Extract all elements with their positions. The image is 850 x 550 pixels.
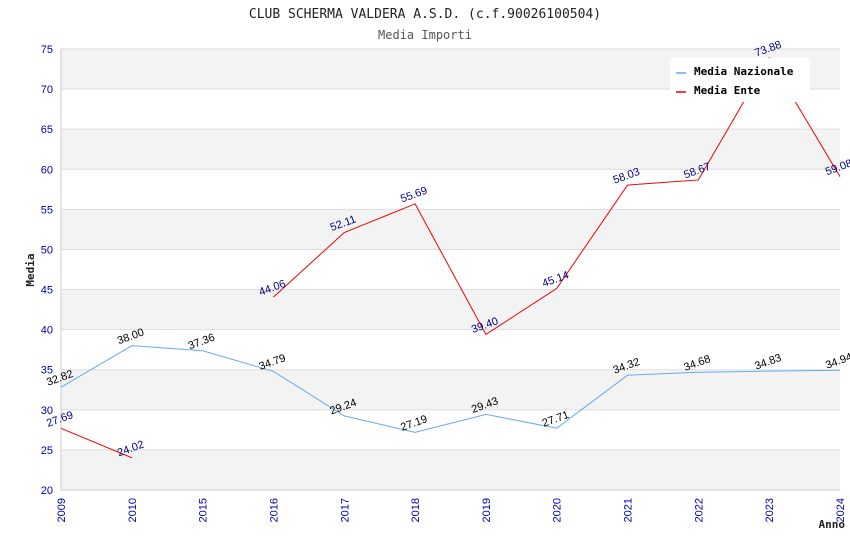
y-tick-label: 60 — [41, 164, 53, 176]
y-tick-label: 45 — [41, 285, 53, 297]
grid-band — [61, 129, 840, 170]
x-axis-label: Anno — [819, 518, 846, 531]
grid-band — [61, 289, 840, 330]
grid-band — [61, 209, 840, 250]
data-label-media-ente: 55.69 — [399, 185, 429, 206]
x-tick-label: 2009 — [56, 498, 68, 522]
y-tick-label: 40 — [41, 325, 53, 337]
data-label-media-nazionale: 34.94 — [824, 351, 850, 372]
data-label-media-nazionale: 27.19 — [399, 413, 429, 434]
x-tick-label: 2016 — [268, 498, 280, 522]
data-label-media-nazionale: 27.71 — [541, 409, 571, 430]
grid-band — [61, 449, 840, 490]
y-tick-label: 30 — [41, 405, 53, 417]
x-tick-label: 2020 — [552, 498, 564, 522]
y-tick-label: 55 — [41, 204, 53, 216]
legend-label-media-nazionale: Media Nazionale — [694, 65, 794, 78]
series-line-media-nazionale — [60, 345, 841, 433]
x-tick-label: 2010 — [127, 498, 139, 522]
chart-subtitle: Media Importi — [378, 28, 472, 42]
series-line-media-ente — [60, 427, 133, 459]
x-tick-label: 2023 — [764, 498, 776, 522]
x-axis-ticks: 2009 2010 2015 2016 2017 2018 2019 2020 2021 2022… — [56, 498, 847, 522]
data-label-media-ente: 45.14 — [541, 269, 571, 290]
x-tick-label: 2021 — [623, 498, 635, 522]
y-tick-label: 50 — [41, 244, 53, 256]
legend: Media Nazionale Media Ente — [670, 58, 810, 102]
axes — [60, 49, 840, 491]
legend-box — [670, 58, 810, 102]
x-tick-label: 2019 — [481, 498, 493, 522]
chart-title: CLUB SCHERMA VALDERA A.S.D. (c.f.9002610… — [249, 7, 601, 22]
x-tick-label: 2017 — [339, 498, 351, 522]
y-tick-label: 65 — [41, 124, 53, 136]
y-axis-label: Media — [24, 253, 37, 286]
legend-label-media-ente: Media Ente — [694, 84, 761, 97]
x-tick-label: 2015 — [198, 498, 210, 522]
x-tick-label: 2024 — [835, 498, 847, 522]
x-tick-label: 2022 — [693, 498, 705, 522]
data-label-media-nazionale: 37.36 — [187, 332, 217, 353]
y-axis-ticks: 20 25 30 35 40 45 50 55 60 65 70 75 — [41, 44, 53, 497]
y-tick-label: 70 — [41, 84, 53, 96]
grid-band — [61, 369, 840, 410]
y-tick-label: 25 — [41, 445, 53, 457]
y-tick-label: 20 — [41, 485, 53, 497]
y-tick-label: 35 — [41, 365, 53, 377]
y-tick-label: 75 — [41, 44, 53, 56]
x-tick-label: 2018 — [410, 498, 422, 522]
